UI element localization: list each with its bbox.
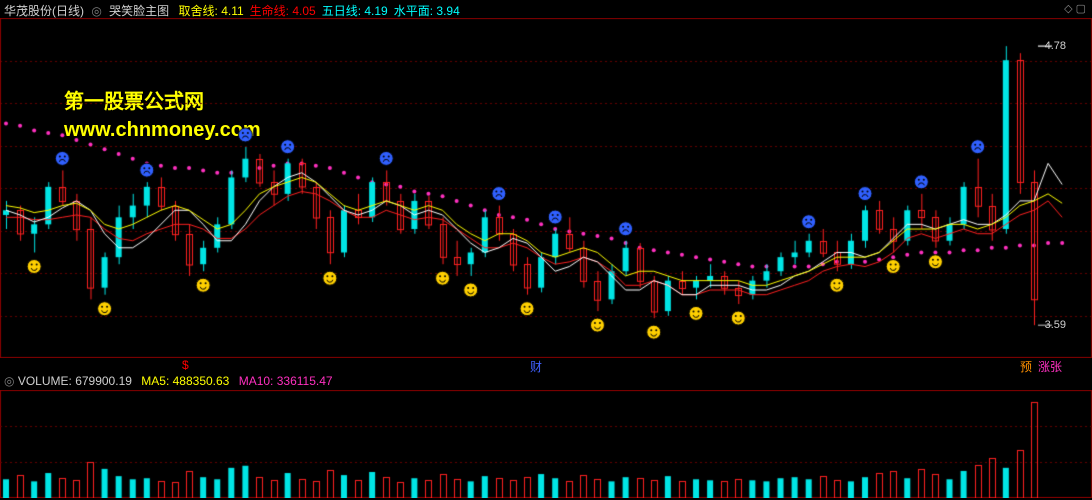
volume-chart[interactable] bbox=[0, 390, 1092, 498]
signal-dollar-icon: $ bbox=[182, 358, 189, 372]
stock-name: 华茂股份(日线) bbox=[4, 4, 84, 18]
indicator-marker-icon: ◎ bbox=[91, 4, 101, 18]
signal-yu-label: 预 bbox=[1020, 358, 1032, 375]
vol-ma10-value: 336115.47 bbox=[277, 374, 333, 388]
price-high-label: 4.78 bbox=[1045, 40, 1066, 52]
vol-ma5-value: 488350.63 bbox=[173, 374, 230, 388]
price-chart[interactable] bbox=[0, 18, 1092, 358]
header-part: 取舍线: 4.11 bbox=[179, 4, 244, 18]
header-part: 五日线: 4.19 bbox=[322, 4, 388, 18]
vol-ma10-label: MA10: bbox=[239, 374, 274, 388]
signal-cai-label: 财 bbox=[530, 358, 542, 375]
volume-label: VOLUME: bbox=[18, 374, 72, 388]
indicator-name: 哭笑脸主图 bbox=[109, 4, 169, 18]
volume-header: ◎ VOLUME: 679900.19 MA5: 488350.63 MA10:… bbox=[4, 374, 333, 388]
header-part: 水平面: 3.94 bbox=[394, 4, 460, 18]
volume-value: 679900.19 bbox=[75, 374, 132, 388]
chart-controls[interactable]: ◇ ▢ bbox=[1064, 2, 1086, 15]
chart-header: 华茂股份(日线) ◎ 哭笑脸主图 取舍线: 4.11 生命线: 4.05 五日线: … bbox=[4, 2, 460, 19]
signal-zhang-label: 涨张 bbox=[1038, 358, 1062, 375]
vol-ma5-label: MA5: bbox=[141, 374, 169, 388]
header-part: 生命线: 4.05 bbox=[250, 4, 316, 18]
volume-marker-icon: ◎ bbox=[4, 374, 14, 388]
price-low-label: 3.59 bbox=[1045, 319, 1066, 331]
